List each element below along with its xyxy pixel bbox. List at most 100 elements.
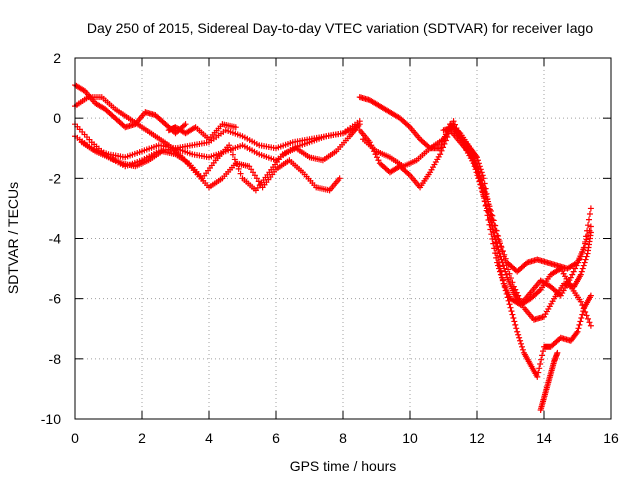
data-point (578, 315, 585, 322)
data-point (573, 330, 580, 337)
data-point (497, 271, 504, 278)
series-6 (165, 121, 239, 143)
y-tick-label: -2 (49, 170, 62, 186)
data-point (450, 118, 457, 125)
data-point (253, 175, 260, 182)
data-point (577, 318, 584, 325)
data-point (495, 262, 502, 269)
data-point (519, 346, 526, 353)
data-point (536, 365, 543, 372)
data-point (476, 172, 483, 179)
data-point (375, 157, 382, 164)
data-point (515, 331, 522, 338)
data-point (507, 304, 514, 311)
data-point (507, 275, 514, 282)
data-point (575, 325, 582, 332)
data-point (586, 211, 593, 218)
data-point (487, 207, 494, 214)
data-point (569, 271, 576, 278)
data-point (437, 151, 444, 158)
series-12 (537, 349, 561, 413)
data-point (490, 217, 497, 224)
data-point (233, 161, 240, 168)
data-point (587, 292, 594, 299)
data-point (486, 203, 493, 210)
data-point (509, 311, 516, 318)
data-point (577, 298, 584, 305)
data-point (496, 265, 503, 272)
data-point (237, 170, 244, 177)
data-point (583, 312, 590, 319)
x-axis-title: GPS time / hours (290, 458, 397, 474)
chart-title: Day 250 of 2015, Sidereal Day-to-day VTE… (87, 20, 594, 36)
data-point (519, 301, 526, 308)
data-point (535, 369, 542, 376)
data-point (511, 318, 518, 325)
data-point (500, 253, 507, 260)
y-tick-labels: -10 -8 -6 -4 -2 0 2 (41, 50, 61, 427)
data-point (509, 279, 516, 286)
data-point (496, 238, 503, 245)
data-point (540, 348, 547, 355)
data-point (539, 352, 546, 359)
data-point (512, 286, 519, 293)
data-point (587, 322, 594, 329)
data-point (583, 253, 590, 260)
data-point (250, 169, 257, 176)
data-point (474, 168, 481, 175)
data-point (584, 227, 591, 234)
data-point (578, 268, 585, 275)
grid (75, 58, 611, 419)
data-point (587, 223, 594, 230)
data-point (499, 277, 506, 284)
data-point (489, 212, 496, 219)
data-point (440, 144, 447, 151)
data-point (226, 142, 233, 149)
data-point (513, 289, 520, 296)
data-point (182, 121, 189, 128)
data-point (494, 259, 501, 266)
y-tick-label: -8 (49, 351, 62, 367)
data-point (518, 340, 525, 347)
data-point (580, 305, 587, 312)
data-point (582, 256, 589, 263)
data-point (537, 360, 544, 367)
data-point (496, 268, 503, 275)
data-point (579, 302, 586, 309)
data-point (583, 233, 590, 240)
data-point (232, 124, 239, 131)
data-point (587, 229, 594, 236)
data-point (510, 283, 517, 290)
data-point (501, 265, 508, 272)
data-point (479, 180, 486, 187)
data-point (585, 315, 592, 322)
x-tick-labels: 0 2 4 6 8 10 12 14 16 (71, 430, 619, 446)
data-point (492, 222, 499, 229)
data-points (72, 82, 594, 413)
data-point (356, 121, 363, 128)
x-tick-label: 6 (272, 430, 280, 446)
data-point (482, 189, 489, 196)
data-point (534, 373, 541, 380)
data-point (336, 175, 343, 182)
data-point (485, 198, 492, 205)
data-point (505, 266, 512, 273)
data-point (517, 337, 524, 344)
data-point (495, 232, 502, 239)
data-point (515, 292, 522, 299)
data-point (499, 248, 506, 255)
data-point (510, 315, 517, 322)
data-point (508, 308, 515, 315)
y-tick-label: 0 (53, 110, 61, 126)
data-point (373, 154, 380, 161)
data-point (498, 274, 505, 281)
data-point (493, 254, 500, 261)
data-point (235, 165, 242, 172)
data-point (538, 356, 545, 363)
data-point (503, 271, 510, 278)
data-point (513, 325, 520, 332)
y-tick-label: -4 (49, 231, 62, 247)
x-tick-label: 16 (603, 430, 619, 446)
data-point (576, 321, 583, 328)
data-point (586, 319, 593, 326)
